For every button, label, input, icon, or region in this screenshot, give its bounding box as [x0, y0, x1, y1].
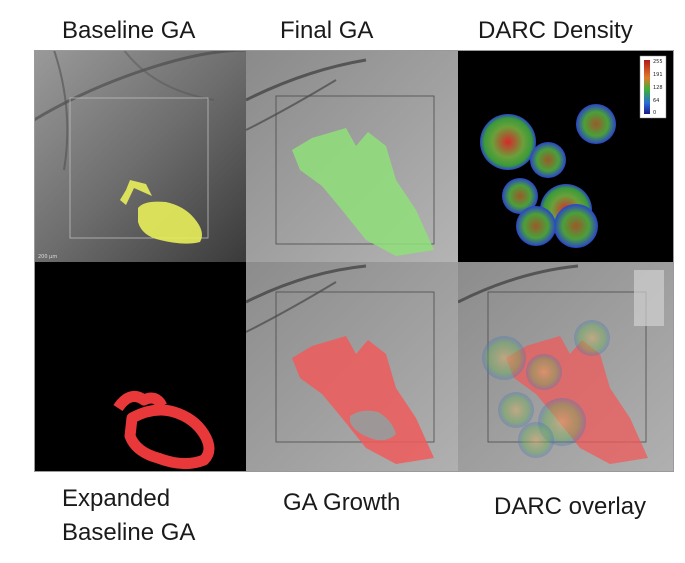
baseline-ga-lesion [120, 180, 152, 205]
final-ga-lesion [292, 128, 434, 256]
colorbar-tick: 0 [653, 110, 656, 116]
label-expanded: Expanded [62, 485, 171, 512]
panel-darc-density: 255 191 128 64 0 [458, 50, 674, 262]
label-darc-overlay: DARC overlay [494, 493, 647, 520]
label-ga-growth: GA Growth [283, 489, 401, 516]
label-darc-density: DARC Density [478, 17, 633, 44]
baseline-ga-image: 200 µm [34, 50, 246, 262]
final-ga-image [246, 50, 458, 262]
ga-growth-image [246, 262, 458, 472]
label-final-ga: Final GA [280, 17, 374, 44]
colorbar-tick: 128 [653, 85, 663, 91]
panel-final-ga [246, 50, 458, 262]
darc-colorbar: 255 191 128 64 0 [639, 55, 667, 119]
overlay-colorbar [634, 270, 664, 326]
label-baseline-ga: Baseline GA [62, 17, 196, 44]
label-expanded-baseline-ga: Baseline GA [62, 519, 196, 546]
darc-density-image: 255 191 128 64 0 [458, 50, 674, 262]
scale-bar-text: 200 µm [38, 254, 57, 260]
expanded-baseline-ga-image [34, 262, 246, 472]
panel-ga-growth [246, 262, 458, 472]
overlay-darc-blob [482, 336, 526, 380]
colorbar-tick: 255 [653, 59, 663, 65]
panel-baseline-ga: 200 µm [34, 50, 246, 262]
darc-blob [480, 114, 536, 170]
expanded-ring [113, 390, 215, 469]
panel-darc-overlay [458, 262, 674, 472]
panel-expanded-baseline-ga [34, 262, 246, 472]
colorbar-tick: 64 [653, 98, 659, 104]
colorbar-tick: 191 [653, 72, 663, 78]
ga-growth-region [292, 336, 434, 464]
darc-overlay-image [458, 262, 674, 472]
